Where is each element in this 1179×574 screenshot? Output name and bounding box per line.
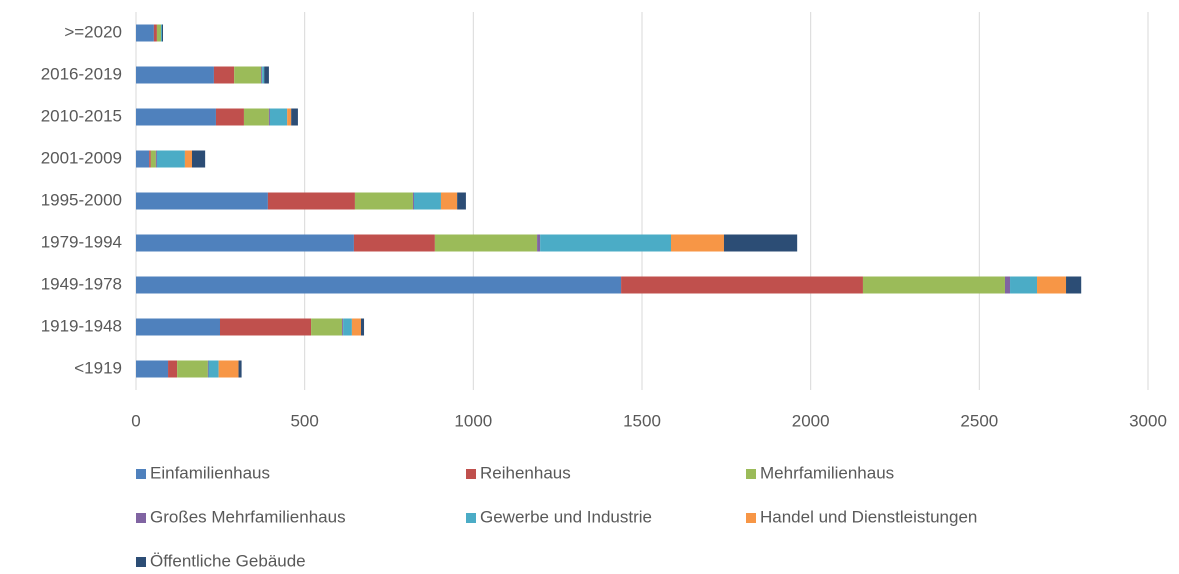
- bar-segment: [413, 192, 441, 210]
- x-tick-label: 0: [131, 411, 140, 430]
- bar-segment: [434, 234, 538, 252]
- bar-segment: [1004, 276, 1011, 294]
- bar-segment: [136, 360, 169, 378]
- bar-segment: [136, 24, 154, 42]
- bar-segment: [149, 150, 151, 168]
- bar-segment: [269, 108, 288, 126]
- legend-swatch: [466, 513, 476, 523]
- legend-label: Großes Mehrfamilienhaus: [150, 507, 346, 526]
- bar-segment: [136, 66, 214, 84]
- legend-label: Reihenhaus: [480, 463, 571, 482]
- y-tick-label: <1919: [74, 358, 122, 377]
- bar-segment: [671, 234, 724, 252]
- y-tick-label: 2016-2019: [41, 64, 122, 83]
- bar-segment: [723, 234, 798, 252]
- bar-segment: [207, 360, 209, 378]
- bar-segment: [354, 192, 413, 210]
- x-tick-label: 2500: [960, 411, 998, 430]
- bar-segment: [262, 66, 265, 84]
- bar-segment: [150, 150, 156, 168]
- bar-segment: [168, 360, 178, 378]
- x-tick-label: 1500: [623, 411, 661, 430]
- y-tick-label: 1949-1978: [41, 274, 122, 293]
- bar-segment: [261, 66, 263, 84]
- bar-segment: [234, 66, 262, 84]
- bar-segment: [153, 24, 157, 42]
- bar-segment: [353, 234, 435, 252]
- legend-label: Öffentliche Gebäude: [150, 551, 306, 570]
- legend-label: Gewerbe und Industrie: [480, 507, 652, 526]
- x-tick-label: 500: [290, 411, 318, 430]
- bar-segment: [213, 66, 235, 84]
- bar-segment: [156, 24, 161, 42]
- bar-segment: [1037, 276, 1067, 294]
- legend-label: Handel und Dienstleistungen: [760, 507, 977, 526]
- bar-segment: [457, 192, 466, 210]
- y-tick-label: 1995-2000: [41, 190, 122, 209]
- legend-swatch: [136, 513, 146, 523]
- bar-segment: [136, 276, 622, 294]
- legend-label: Einfamilienhaus: [150, 463, 270, 482]
- legend-swatch: [136, 557, 146, 567]
- bar-segment: [267, 192, 355, 210]
- bar-segment: [311, 318, 343, 336]
- legend-swatch: [746, 513, 756, 523]
- bar-segment: [1010, 276, 1038, 294]
- y-tick-label: 1919-1948: [41, 316, 122, 335]
- legend-label: Mehrfamilienhaus: [760, 463, 894, 482]
- bar-segment: [156, 150, 185, 168]
- bar-segment: [136, 108, 216, 126]
- x-tick-label: 3000: [1129, 411, 1167, 430]
- bar-segment: [351, 318, 362, 336]
- y-tick-label: >=2020: [64, 22, 122, 41]
- bar-segment: [440, 192, 458, 210]
- bar-segment: [342, 318, 344, 336]
- bar-segment: [537, 234, 541, 252]
- legend-swatch: [466, 469, 476, 479]
- bar-segment: [264, 66, 269, 84]
- bar-segment: [1066, 276, 1082, 294]
- bar-segment: [136, 150, 150, 168]
- bar-segment: [268, 108, 270, 126]
- bar-segment: [412, 192, 414, 210]
- bar-segment: [361, 318, 365, 336]
- bar-segment: [215, 108, 244, 126]
- bar-segment: [621, 276, 863, 294]
- bar-segment: [160, 24, 162, 42]
- bar-segment: [136, 234, 354, 252]
- bar-segment: [218, 360, 239, 378]
- x-tick-label: 1000: [454, 411, 492, 430]
- bar-segment: [208, 360, 219, 378]
- bar-segment: [219, 318, 312, 336]
- bar-segment: [184, 150, 192, 168]
- bar-segment: [191, 150, 206, 168]
- bar-segment: [540, 234, 672, 252]
- bar-segment: [287, 108, 292, 126]
- y-tick-label: 2010-2015: [41, 106, 122, 125]
- bar-segment: [291, 108, 298, 126]
- legend-swatch: [136, 469, 146, 479]
- bar-segment: [136, 192, 268, 210]
- bar-segment: [343, 318, 352, 336]
- bar-segment: [136, 318, 220, 336]
- bar-segment: [155, 150, 157, 168]
- legend-swatch: [746, 469, 756, 479]
- bar-segment: [177, 360, 208, 378]
- bar-segment: [238, 360, 242, 378]
- bar-segment: [862, 276, 1005, 294]
- y-tick-label: 1979-1994: [41, 232, 122, 251]
- bar-segment: [161, 24, 163, 42]
- bar-segment: [243, 108, 269, 126]
- y-tick-label: 2001-2009: [41, 148, 122, 167]
- x-tick-label: 2000: [792, 411, 830, 430]
